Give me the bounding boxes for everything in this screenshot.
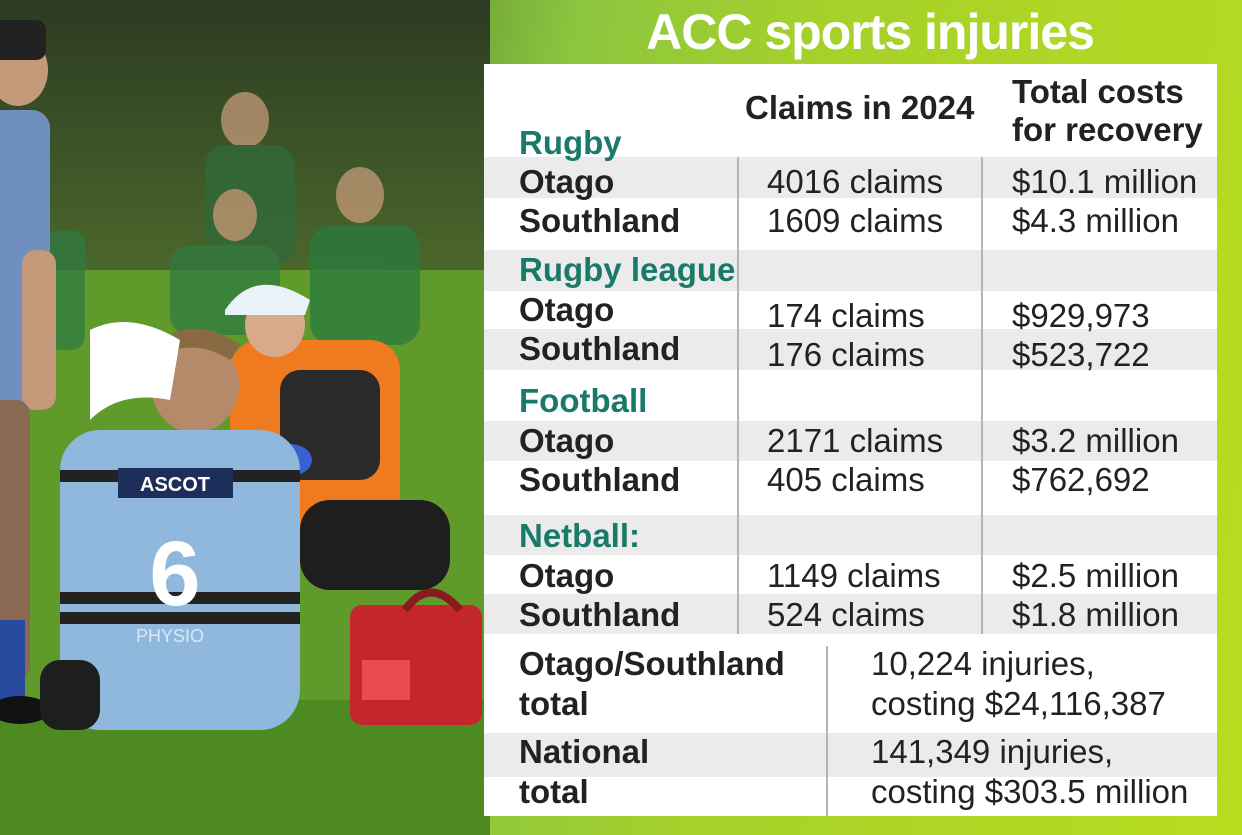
column-divider	[826, 646, 828, 816]
cost-value: $762,692	[1012, 461, 1150, 498]
region-label: Southland	[519, 461, 681, 498]
claims-value: 176 claims	[767, 336, 925, 373]
category-netball: Netball:	[519, 517, 641, 554]
claims-value: 2171 claims	[767, 422, 944, 459]
column-divider	[981, 157, 983, 634]
region-label: Southland	[519, 202, 681, 239]
claims-value: 524 claims	[767, 596, 925, 633]
row-band	[484, 594, 1217, 634]
cost-value: $523,722	[1012, 336, 1150, 373]
claims-value: 1609 claims	[767, 202, 944, 239]
total-value: costing $24,116,387	[871, 685, 1166, 722]
row-band	[484, 421, 1217, 461]
category-rugby-league: Rugby league	[519, 251, 736, 288]
claims-value: 4016 claims	[767, 163, 944, 200]
total-label: National	[519, 733, 650, 770]
injured-player: ASCOT 6 PHYSIO	[40, 322, 300, 730]
region-label: Otago	[519, 291, 615, 328]
region-label: Otago	[519, 163, 615, 200]
jersey-number: 6	[149, 523, 200, 625]
row-band	[484, 250, 1217, 291]
cost-value: $929,973	[1012, 297, 1150, 334]
category-rugby: Rugby	[519, 124, 622, 161]
cost-value: $1.8 million	[1012, 596, 1179, 633]
jersey-sponsor: ASCOT	[140, 474, 210, 496]
total-label: Otago/Southland	[519, 645, 785, 682]
total-label: total	[519, 685, 589, 722]
total-label: total	[519, 773, 589, 810]
claims-value: 174 claims	[767, 297, 925, 334]
category-football: Football	[519, 382, 648, 419]
total-value: costing $303.5 million	[871, 773, 1189, 810]
standing-player	[0, 20, 56, 724]
cost-value: $2.5 million	[1012, 557, 1179, 594]
row-band	[484, 515, 1217, 555]
total-value: 10,224 injuries,	[871, 645, 1095, 682]
region-label: Southland	[519, 596, 681, 633]
column-divider	[737, 157, 739, 634]
page-title: ACC sports injuries	[646, 4, 1095, 60]
claims-value: 1149 claims	[767, 557, 941, 594]
region-label: Otago	[519, 422, 615, 459]
jersey-small-print: PHYSIO	[136, 626, 204, 646]
header-costs-line1: Total costs	[1012, 73, 1184, 110]
total-value: 141,349 injuries,	[871, 733, 1114, 770]
cost-value: $10.1 million	[1012, 163, 1198, 200]
header-costs-line2: for recovery	[1012, 111, 1203, 148]
region-label: Southland	[519, 330, 681, 367]
claims-value: 405 claims	[767, 461, 925, 498]
medical-bag	[350, 588, 482, 725]
row-band	[484, 157, 1217, 198]
header-claims: Claims in 2024	[745, 89, 975, 126]
cost-value: $4.3 million	[1012, 202, 1179, 239]
cost-value: $3.2 million	[1012, 422, 1179, 459]
row-band	[484, 329, 1217, 370]
region-label: Otago	[519, 557, 615, 594]
rugby-injury-photo: ASCOT 6 PHYSIO	[0, 0, 490, 835]
row-band	[484, 733, 1217, 777]
